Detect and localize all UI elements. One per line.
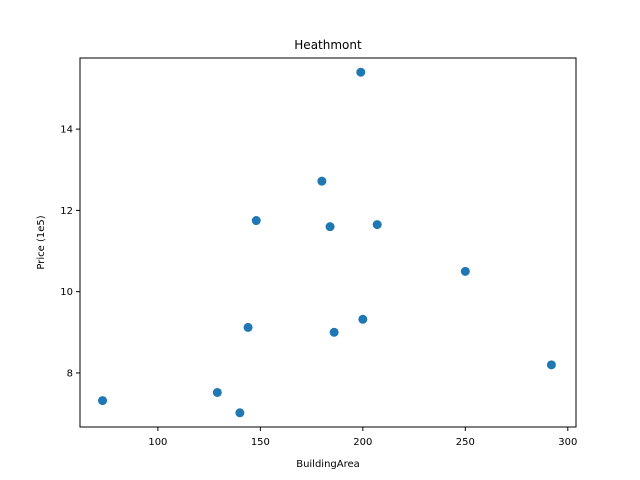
data-point-6 <box>317 176 327 186</box>
data-point-1 <box>98 396 108 406</box>
data-point-9 <box>356 67 366 77</box>
chart-title: Heathmont <box>294 38 362 52</box>
data-point-10 <box>358 314 368 324</box>
data-point-8 <box>329 327 339 337</box>
data-point-12 <box>460 266 470 276</box>
x-tick-label: 200 <box>353 437 372 448</box>
x-tick-label: 300 <box>558 437 577 448</box>
data-point-2 <box>212 387 222 397</box>
y-tick-label: 14 <box>60 125 73 136</box>
x-tick-label: 250 <box>456 437 475 448</box>
x-axis-ticks: 100 150 200 250 300 <box>148 427 577 448</box>
data-point-7 <box>325 222 335 232</box>
y-axis-label: Price (1e5) <box>36 215 47 269</box>
x-tick-label: 100 <box>148 437 167 448</box>
x-tick-label: 150 <box>251 437 270 448</box>
y-tick-label: 10 <box>60 287 73 298</box>
plot-area <box>80 58 576 427</box>
data-point-4 <box>243 322 253 332</box>
data-point-11 <box>372 220 382 230</box>
x-axis-label: BuildingArea <box>296 459 360 470</box>
data-points <box>98 67 556 418</box>
data-point-13 <box>546 360 556 370</box>
plot-frame <box>79 57 577 428</box>
y-tick-label: 8 <box>67 368 73 379</box>
y-tick-label: 12 <box>60 206 73 217</box>
data-point-3 <box>235 408 245 418</box>
y-axis-ticks: 8 10 12 14 <box>60 125 80 379</box>
data-point-5 <box>251 216 261 226</box>
